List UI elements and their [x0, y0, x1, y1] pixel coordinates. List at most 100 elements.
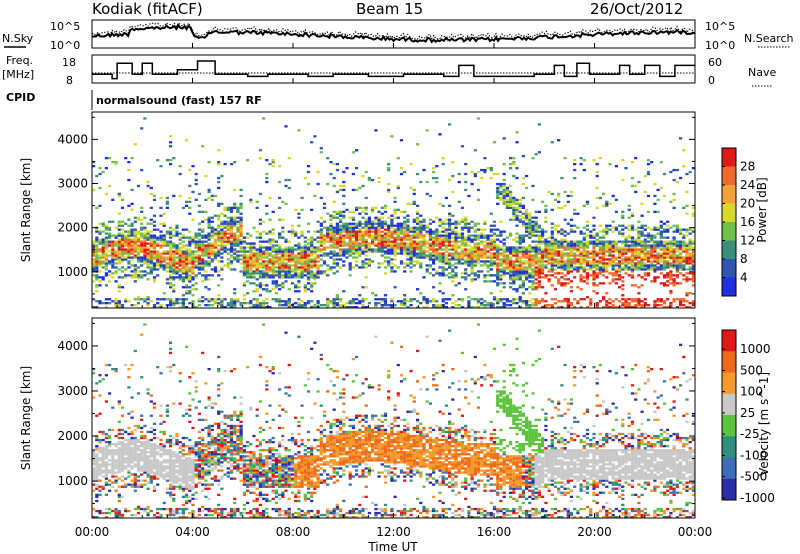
power-cell [688, 246, 692, 249]
power-cell [611, 274, 615, 277]
power-cell [672, 300, 676, 303]
power-cell [284, 238, 288, 241]
power-cell [111, 276, 115, 279]
power-cell [236, 298, 240, 301]
power-cell [634, 298, 638, 301]
power-cell [229, 306, 234, 309]
power-cell [319, 304, 323, 307]
power-cell [303, 284, 307, 287]
power-cell [172, 194, 176, 198]
power-cell [300, 268, 304, 271]
power-cell [460, 254, 465, 257]
power-cell [98, 167, 102, 170]
power-cell [659, 282, 663, 285]
power-cell [464, 240, 468, 243]
power-cell [175, 248, 179, 251]
power-cell [387, 236, 391, 239]
colorbar-segment [722, 166, 736, 186]
power-cell [541, 232, 545, 235]
power-cell [634, 262, 638, 265]
power-cell [297, 246, 301, 249]
power-cell [662, 258, 667, 261]
power-cell [233, 250, 237, 253]
power-cell [178, 258, 182, 261]
power-cell [592, 282, 596, 285]
power-cell [101, 250, 105, 253]
power-cell [287, 252, 291, 255]
power-cell [438, 290, 442, 293]
power-cell [595, 244, 599, 247]
power-cell [213, 256, 218, 259]
power-cell [361, 252, 365, 255]
power-cell [316, 240, 320, 243]
power-cell [351, 252, 355, 255]
power-cell [229, 232, 234, 235]
power-cell [255, 306, 259, 309]
power-cell [441, 298, 445, 301]
power-cell [226, 216, 230, 219]
power-cell [569, 286, 574, 289]
power-cell [563, 246, 567, 249]
power-cell [201, 230, 205, 233]
power-cell [483, 260, 487, 263]
power-cell [310, 262, 314, 265]
power-cell [390, 298, 394, 301]
power-cell [246, 280, 250, 283]
power-cell [104, 242, 108, 245]
power-cell [117, 284, 121, 287]
power-cell [181, 262, 185, 265]
power-cell [117, 302, 121, 305]
power-cell [672, 206, 676, 209]
power-cell [329, 300, 333, 303]
power-cell [518, 306, 522, 309]
colorbar-segment [722, 203, 736, 223]
power-cell [432, 306, 436, 309]
power-cell [679, 242, 683, 245]
power-cell [175, 298, 179, 301]
power-cell [396, 236, 400, 239]
power-cell [262, 306, 266, 309]
power-cell [467, 254, 471, 257]
power-cell [101, 278, 105, 281]
power-cell [656, 228, 660, 231]
power-cell [194, 182, 198, 186]
velocity-cell [98, 447, 102, 450]
power-cell [457, 304, 461, 307]
power-cell [496, 256, 500, 259]
power-cell [194, 250, 198, 253]
power-cell [630, 300, 635, 303]
power-cell [688, 278, 692, 281]
power-cell [464, 242, 468, 245]
power-cell [518, 266, 522, 269]
power-cell [634, 238, 638, 241]
power-cell [650, 262, 654, 265]
velocity-cell [95, 445, 99, 448]
power-cell [236, 244, 240, 247]
power-cell [92, 258, 96, 261]
power-cell [409, 266, 413, 269]
power-cell [143, 117, 147, 120]
power-cell [152, 254, 157, 257]
power-cell [637, 250, 641, 253]
power-cell [130, 246, 134, 249]
power-cell [130, 228, 134, 231]
power-cell [653, 254, 657, 257]
power-cell [627, 304, 631, 307]
power-cell [650, 260, 654, 263]
power-cell [201, 254, 205, 257]
power-cell [262, 254, 266, 257]
power-cell [534, 226, 538, 229]
power-cell [627, 244, 631, 247]
velocity-cell [95, 477, 99, 480]
power-cell [181, 286, 185, 289]
power-cell [611, 230, 615, 233]
power-cell [691, 212, 695, 215]
power-cell [512, 246, 516, 249]
power-cell [595, 232, 599, 235]
power-cell [505, 204, 509, 207]
power-cell [679, 282, 683, 285]
power-cell [152, 240, 157, 243]
power-cell [448, 222, 452, 225]
power-cell [624, 238, 628, 241]
power-cell [444, 268, 448, 271]
